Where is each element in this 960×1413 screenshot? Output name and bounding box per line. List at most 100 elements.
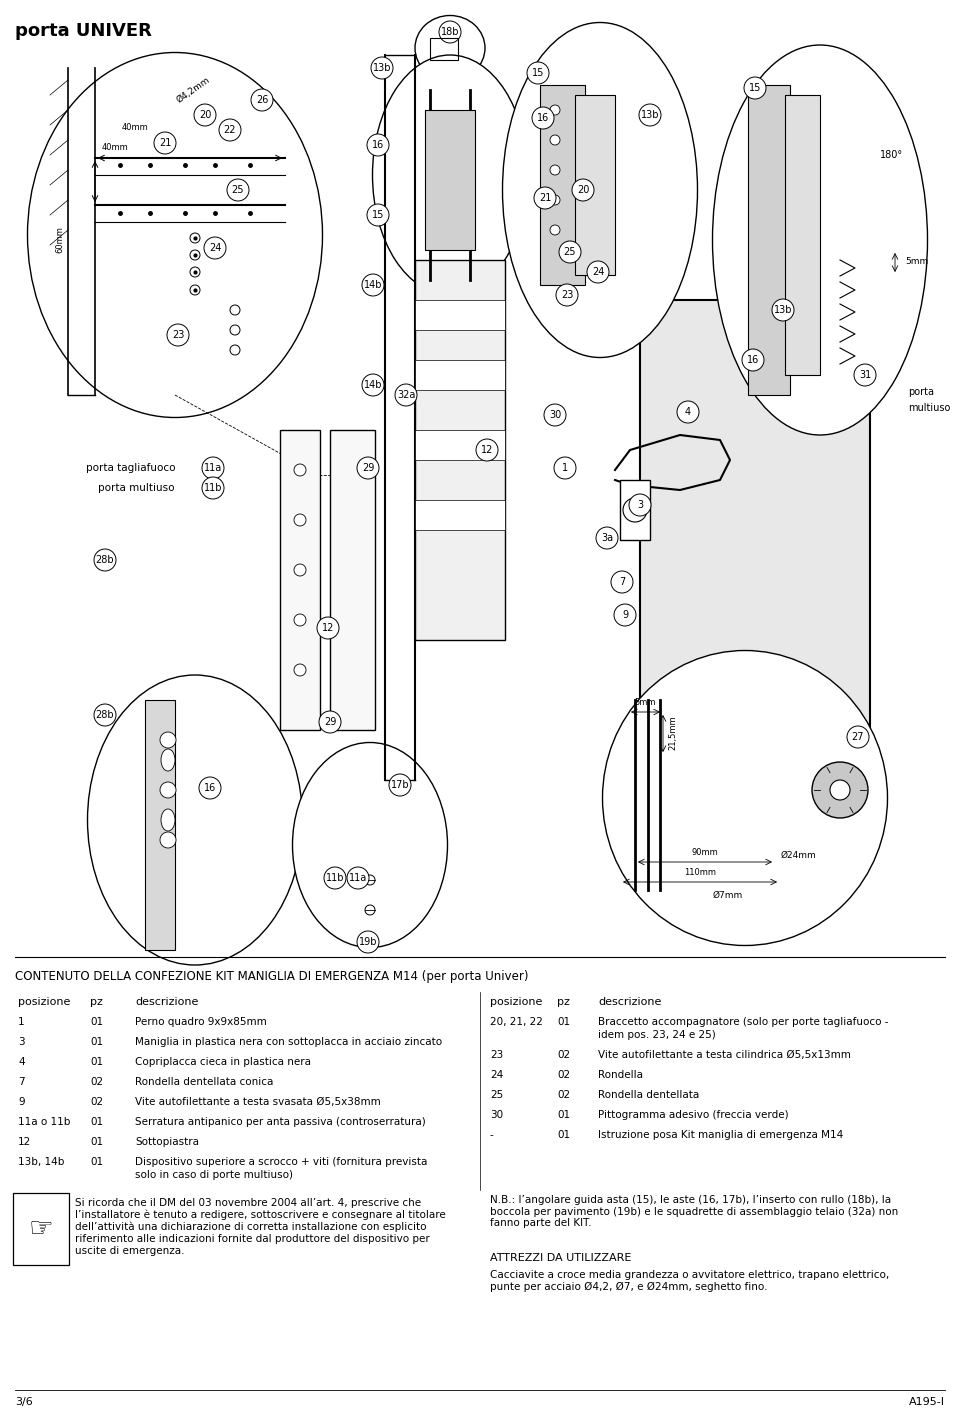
Text: 25: 25 [564,247,576,257]
Text: 9: 9 [18,1096,25,1106]
Circle shape [294,615,306,626]
Text: 01: 01 [90,1137,103,1147]
Circle shape [550,225,560,235]
Bar [430,38,458,59]
Text: multiuso: multiuso [908,403,950,413]
Circle shape [476,439,498,461]
Circle shape [367,203,389,226]
Bar [415,300,505,331]
Circle shape [294,564,306,577]
Text: 90mm: 90mm [691,848,718,858]
Text: posizione: posizione [490,998,542,1007]
Circle shape [550,105,560,114]
Circle shape [596,527,618,550]
Text: Serratura antipanico per anta passiva (controserratura): Serratura antipanico per anta passiva (c… [135,1118,425,1128]
Circle shape [347,868,369,889]
Circle shape [439,21,461,42]
Circle shape [154,131,176,154]
Text: 12: 12 [322,623,334,633]
Circle shape [623,497,647,521]
Circle shape [611,571,633,593]
Text: 21: 21 [539,194,551,203]
Text: 60mm: 60mm [56,226,64,253]
Circle shape [559,242,581,263]
Circle shape [94,550,116,571]
Ellipse shape [161,749,175,771]
Text: descrizione: descrizione [135,998,199,1007]
Text: porta multiuso: porta multiuso [99,483,175,493]
Text: Pittogramma adesivo (freccia verde): Pittogramma adesivo (freccia verde) [598,1111,788,1121]
Text: 15: 15 [749,83,761,93]
Text: 3: 3 [636,500,643,510]
Text: 02: 02 [557,1070,570,1080]
Ellipse shape [712,45,927,435]
Text: 26: 26 [255,95,268,105]
Text: -: - [490,1130,493,1140]
Bar [330,430,375,731]
Text: 02: 02 [557,1089,570,1099]
Text: CONTENUTO DELLA CONFEZIONE KIT MANIGLIA DI EMERGENZA M14 (per porta Univer): CONTENUTO DELLA CONFEZIONE KIT MANIGLIA … [15,969,529,983]
Text: 11b: 11b [204,483,223,493]
Text: 24: 24 [490,1070,503,1080]
Circle shape [812,762,868,818]
Bar [415,500,505,530]
Circle shape [744,76,766,99]
Text: 01: 01 [90,1017,103,1027]
Text: 13b: 13b [372,64,392,73]
Text: 23: 23 [490,1050,503,1060]
Circle shape [324,868,346,889]
Circle shape [160,732,176,747]
Circle shape [534,187,556,209]
Text: Sottopiastra: Sottopiastra [135,1137,199,1147]
Circle shape [357,456,379,479]
Circle shape [227,179,249,201]
Text: pz: pz [90,998,103,1007]
Text: 13b: 13b [640,110,660,120]
Circle shape [251,89,273,112]
Text: Copriplacca cieca in plastica nera: Copriplacca cieca in plastica nera [135,1057,311,1067]
Circle shape [587,261,609,283]
Ellipse shape [372,55,527,295]
Text: 12: 12 [18,1137,32,1147]
Text: Perno quadro 9x9x85mm: Perno quadro 9x9x85mm [135,1017,267,1027]
Bar [620,480,650,540]
Text: 13b, 14b: 13b, 14b [18,1157,64,1167]
Ellipse shape [415,16,485,81]
Text: porta tagliafuoco: porta tagliafuoco [85,463,175,473]
Text: Cacciavite a croce media grandezza o avvitatore elettrico, trapano elettrico,
pu: Cacciavite a croce media grandezza o avv… [490,1270,889,1291]
Circle shape [830,780,850,800]
Text: 25: 25 [231,185,244,195]
Bar [415,260,505,640]
Circle shape [554,456,576,479]
Text: N.B.: l’angolare guida asta (15), le aste (16, 17b), l’inserto con rullo (18b), : N.B.: l’angolare guida asta (15), le ast… [490,1195,899,1228]
Text: 30: 30 [490,1111,503,1121]
Bar [280,430,320,731]
Circle shape [362,274,384,295]
Bar [415,360,505,390]
Circle shape [317,617,339,639]
Circle shape [319,711,341,733]
Text: 20: 20 [199,110,211,120]
Text: 23: 23 [561,290,573,300]
Text: 15: 15 [372,211,384,220]
Text: 28b: 28b [96,709,114,721]
Text: 16: 16 [372,140,384,150]
Circle shape [94,704,116,726]
Text: 32a: 32a [396,390,415,400]
Text: 3/6: 3/6 [15,1397,33,1407]
Text: 01: 01 [557,1111,570,1121]
Text: descrizione: descrizione [598,998,661,1007]
Ellipse shape [161,810,175,831]
Circle shape [614,603,636,626]
Text: 11b: 11b [325,873,345,883]
Bar [575,95,615,276]
Text: ☞: ☞ [29,1215,54,1243]
Text: 7: 7 [619,577,625,586]
Text: Rondella dentellata: Rondella dentellata [598,1089,699,1099]
Text: Ø24mm: Ø24mm [780,851,816,859]
Text: 17b: 17b [391,780,409,790]
Text: 16: 16 [747,355,759,365]
Text: 11a o 11b: 11a o 11b [18,1118,70,1128]
Text: 3a: 3a [601,533,613,543]
Text: 5mm: 5mm [905,257,928,267]
